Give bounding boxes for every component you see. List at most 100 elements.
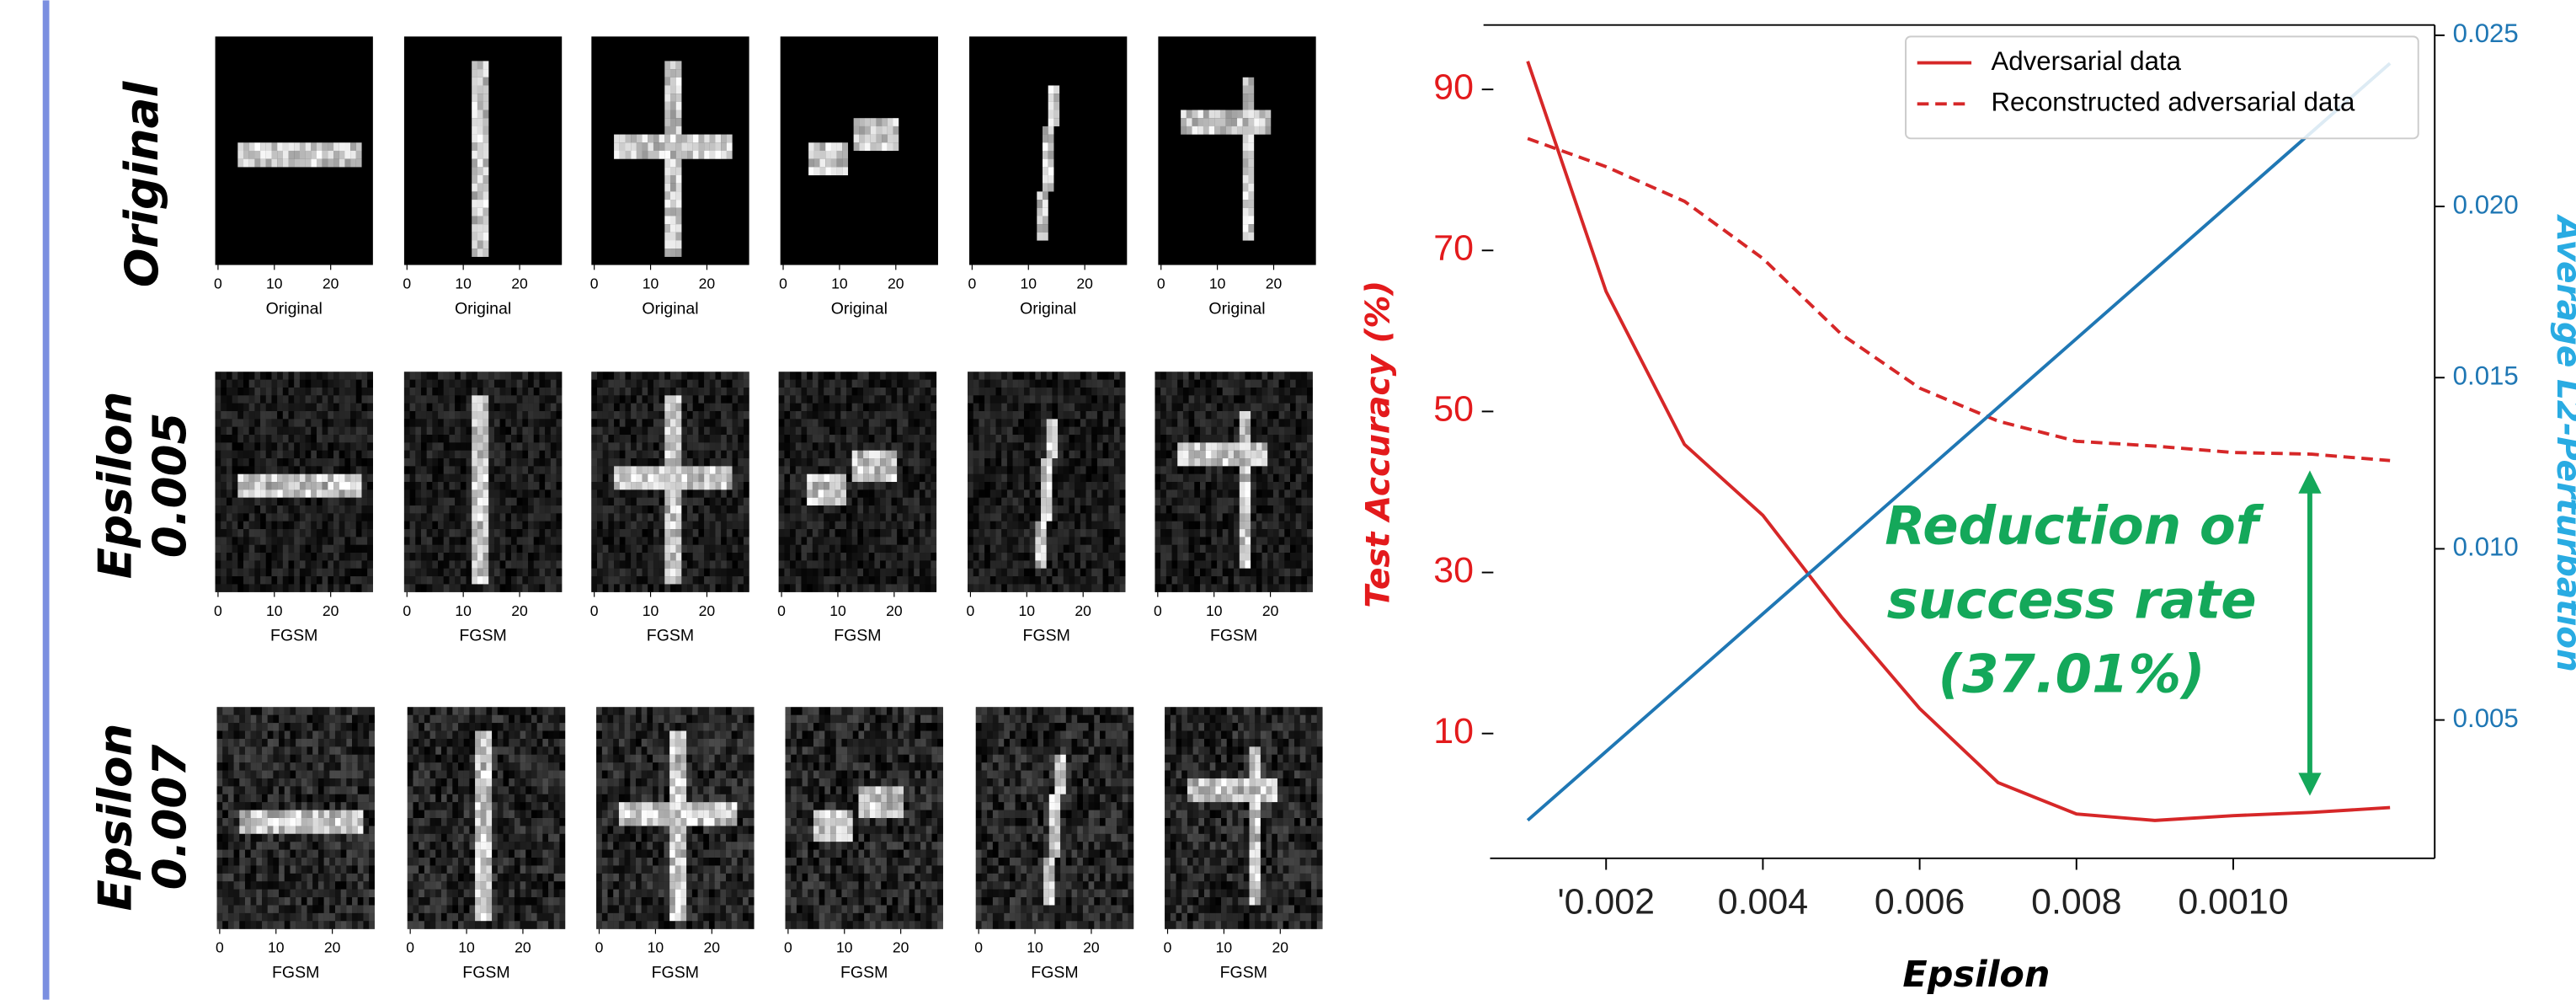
pixel [1075,388,1080,395]
pixel [472,404,477,411]
pixel [1183,419,1189,426]
pixel [659,553,665,560]
pixel [455,489,461,497]
pixel [869,474,875,482]
pixel [289,451,295,458]
pixel [237,388,243,395]
pixel [444,576,450,584]
image-xlabel: Original [266,299,323,318]
pixel [591,498,597,505]
pixel [871,126,877,135]
pixel [1097,513,1103,521]
pixel [925,419,931,426]
pixel [846,427,852,435]
pixel [784,388,790,395]
pixel [477,233,483,241]
pixel [704,451,710,458]
pixel [670,427,676,435]
pixel [733,537,739,544]
pixel [488,482,494,489]
pixel [361,505,367,513]
pixel [676,489,682,497]
pixel [1030,388,1036,395]
pixel [551,513,557,521]
pixel [500,560,506,568]
pixel [1058,442,1064,450]
pixel [216,482,221,489]
pixel [869,442,875,450]
pixel [449,529,455,537]
pixel [1267,372,1273,379]
pixel [1200,451,1206,458]
pixel [227,521,232,529]
pixel [1064,474,1069,482]
image-xlabel: FGSM [459,627,506,645]
pixel [676,102,682,110]
pixel [738,427,744,435]
pixel [539,576,545,584]
pixel [1262,419,1268,426]
pixel [790,576,796,584]
image-tick-label: 10 [829,602,846,619]
pixel [784,380,790,388]
pixel [283,142,289,151]
pixel [857,498,863,505]
pixel [1069,474,1075,482]
pixel [323,419,328,426]
pixel [227,545,232,553]
pixel [831,142,837,151]
pixel [266,380,272,388]
pixel [744,576,749,584]
pixel [603,537,609,544]
pixel [807,513,813,521]
pixel [1037,191,1043,200]
pixel [990,569,996,576]
pixel [517,498,523,505]
pixel [344,474,350,482]
pixel [1307,489,1313,497]
pixel [534,380,540,388]
pixel [603,388,609,395]
pixel [715,151,721,159]
pixel [260,545,266,553]
pixel [356,442,362,450]
pixel [852,372,858,379]
pixel [350,458,356,466]
pixel [1086,411,1092,419]
pixel [880,513,886,521]
pixel [557,584,563,591]
pixel [840,513,846,521]
pixel [1047,545,1053,553]
pixel [996,513,1002,521]
pixel [1041,451,1047,458]
pixel [1248,167,1254,175]
pixel [260,513,266,521]
pixel [266,576,272,584]
pixel [317,442,323,450]
pixel [863,560,869,568]
pixel [648,451,653,458]
pixel [1114,537,1120,544]
pixel [1177,395,1183,403]
pixel [1080,372,1086,379]
pixel [294,576,300,584]
pixel [620,529,626,537]
pixel [466,498,472,505]
pixel [477,435,483,442]
pixel [1301,380,1307,388]
pixel [676,151,682,159]
pixel [1030,584,1036,591]
pixel [807,372,813,379]
pixel [693,395,699,403]
pixel [1177,466,1183,473]
pixel [620,372,626,379]
pixel [653,560,659,568]
pixel [664,411,670,419]
image-tick-label: 20 [1075,602,1091,619]
pixel [614,576,620,584]
pixel [477,505,483,513]
pixel [721,576,727,584]
pixel [721,529,727,537]
pixel [1041,411,1047,419]
pixel [909,498,915,505]
